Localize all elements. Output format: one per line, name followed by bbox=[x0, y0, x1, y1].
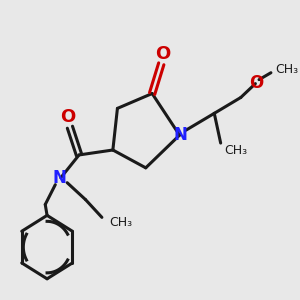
Text: N: N bbox=[173, 126, 188, 144]
Text: CH₃: CH₃ bbox=[224, 145, 248, 158]
Text: O: O bbox=[61, 108, 76, 126]
Text: CH₃: CH₃ bbox=[109, 216, 132, 229]
Text: N: N bbox=[53, 169, 67, 187]
Text: O: O bbox=[155, 45, 171, 63]
Text: CH₃: CH₃ bbox=[275, 63, 298, 76]
Text: O: O bbox=[249, 74, 263, 92]
